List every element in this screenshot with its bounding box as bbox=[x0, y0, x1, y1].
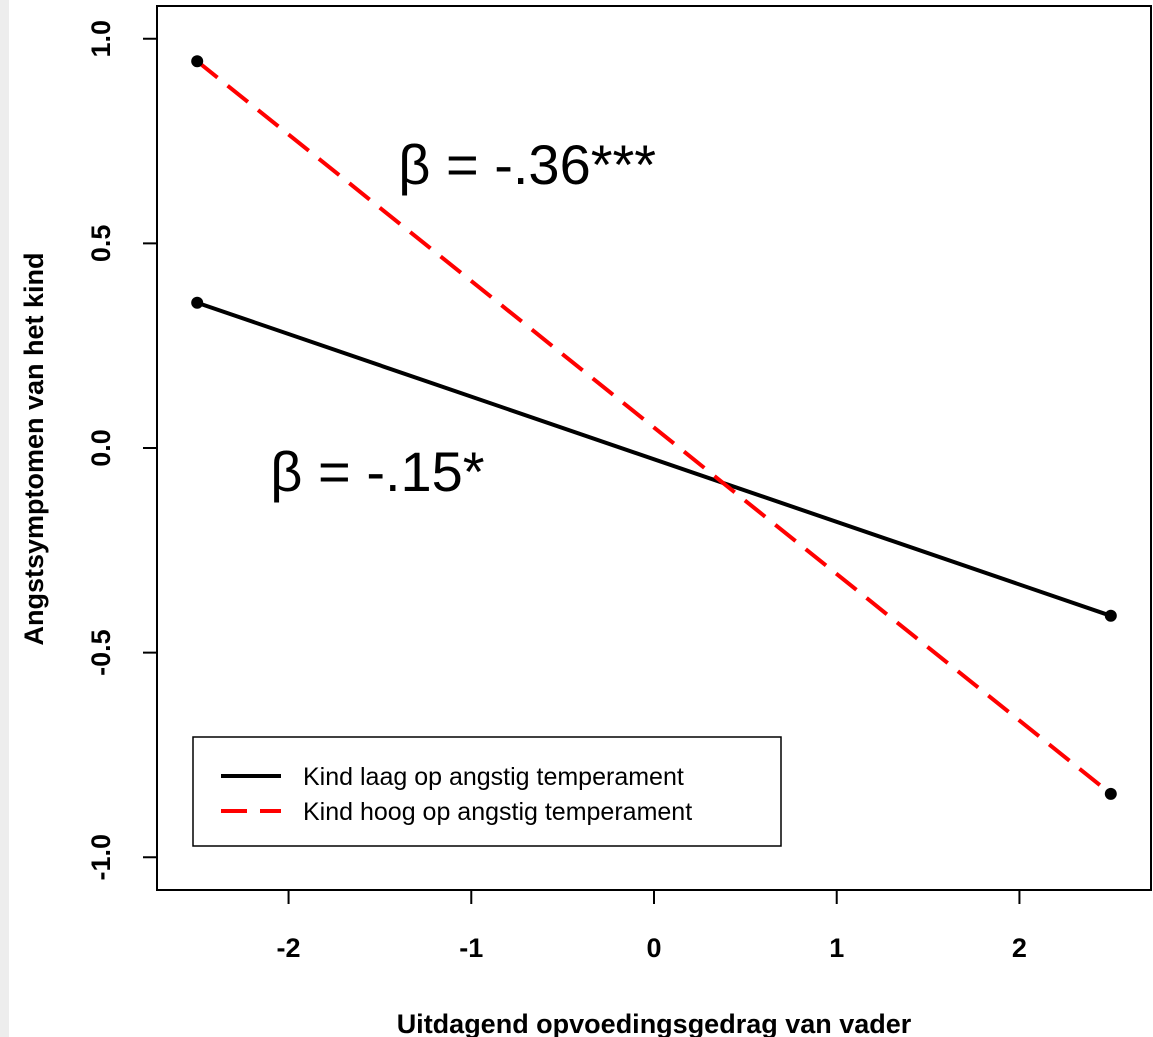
data-point bbox=[1104, 609, 1117, 622]
left-edge-strip bbox=[0, 0, 9, 1037]
y-axis-title: Angstsymptomen van het kind bbox=[19, 252, 49, 645]
beta-annotation: β = -.36*** bbox=[398, 133, 656, 196]
y-tick-label: 1.0 bbox=[86, 20, 116, 58]
data-point bbox=[191, 55, 204, 68]
x-axis-title: Uitdagend opvoedingsgedrag van vader bbox=[397, 1009, 912, 1037]
series-line-2 bbox=[195, 59, 1113, 796]
x-tick-label: 1 bbox=[829, 933, 844, 963]
data-point bbox=[191, 296, 204, 309]
data-point bbox=[1104, 787, 1117, 800]
legend-box bbox=[192, 736, 782, 847]
y-tick-label: 0.5 bbox=[86, 225, 116, 263]
y-tick-label: -1.0 bbox=[86, 834, 116, 881]
y-tick-label: 0.0 bbox=[86, 429, 116, 467]
y-tick-label: -0.5 bbox=[86, 629, 116, 676]
x-tick-label: -2 bbox=[277, 933, 301, 963]
x-tick-label: 2 bbox=[1012, 933, 1027, 963]
legend-label-1: Kind laag op angstig temperament bbox=[303, 763, 684, 791]
x-tick-label: 0 bbox=[646, 933, 661, 963]
beta-annotation: β = -.15* bbox=[270, 440, 484, 503]
legend-label-2: Kind hoog op angstig temperament bbox=[303, 798, 692, 826]
series-line-1 bbox=[196, 300, 1112, 618]
x-tick-label: -1 bbox=[459, 933, 483, 963]
